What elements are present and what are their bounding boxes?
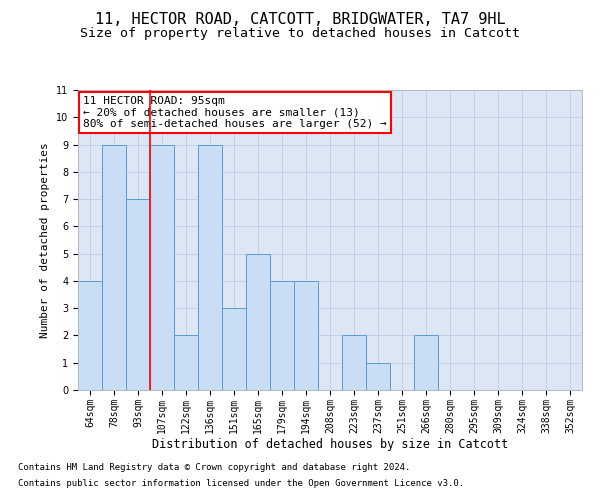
Text: Contains public sector information licensed under the Open Government Licence v3: Contains public sector information licen… <box>18 478 464 488</box>
Text: 11, HECTOR ROAD, CATCOTT, BRIDGWATER, TA7 9HL: 11, HECTOR ROAD, CATCOTT, BRIDGWATER, TA… <box>95 12 505 28</box>
Bar <box>414 336 438 390</box>
X-axis label: Distribution of detached houses by size in Catcott: Distribution of detached houses by size … <box>152 438 508 452</box>
Bar <box>222 308 246 390</box>
Bar <box>78 281 102 390</box>
Bar <box>294 281 318 390</box>
Bar <box>366 362 390 390</box>
Bar <box>126 199 150 390</box>
Bar <box>174 336 198 390</box>
Bar <box>102 144 126 390</box>
Bar <box>198 144 222 390</box>
Text: Contains HM Land Registry data © Crown copyright and database right 2024.: Contains HM Land Registry data © Crown c… <box>18 464 410 472</box>
Bar <box>270 281 294 390</box>
Bar <box>246 254 270 390</box>
Text: 11 HECTOR ROAD: 95sqm
← 20% of detached houses are smaller (13)
80% of semi-deta: 11 HECTOR ROAD: 95sqm ← 20% of detached … <box>83 96 387 129</box>
Y-axis label: Number of detached properties: Number of detached properties <box>40 142 50 338</box>
Text: Size of property relative to detached houses in Catcott: Size of property relative to detached ho… <box>80 28 520 40</box>
Bar <box>150 144 174 390</box>
Bar <box>342 336 366 390</box>
